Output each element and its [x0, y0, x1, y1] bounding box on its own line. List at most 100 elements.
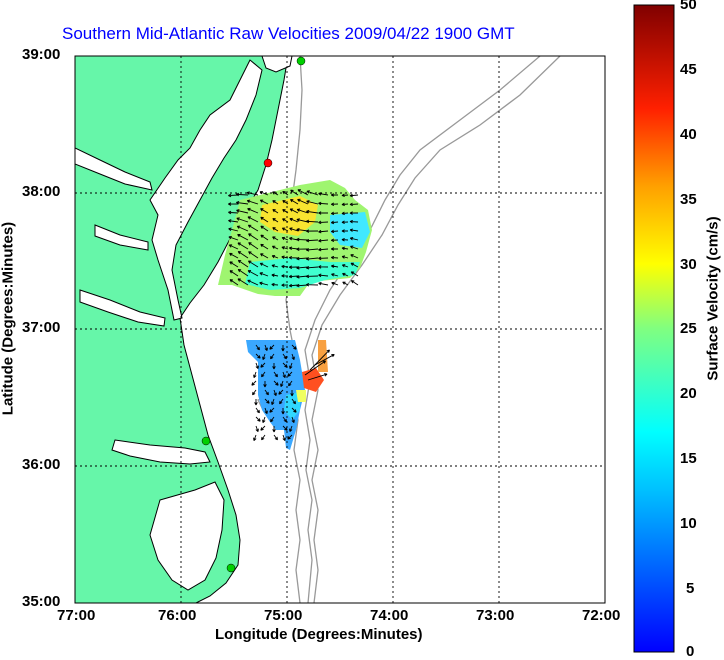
velocity-arrow: [251, 380, 257, 386]
velocity-arrow: [228, 227, 239, 232]
velocity-arrow: [318, 201, 329, 206]
velocity-arrow: [330, 229, 339, 234]
velocity-arrow: [228, 235, 239, 241]
velocity-arrow: [272, 425, 276, 433]
velocity-arrow: [271, 398, 275, 405]
velocity-arrow: [264, 389, 269, 396]
velocity-arrow: [260, 362, 266, 368]
plot-frame: [74, 55, 606, 604]
velocity-arrow: [247, 224, 259, 232]
bathymetry-contour-deep: [311, 56, 561, 603]
map-title: Southern Mid-Atlantic Raw Velocities 200…: [62, 24, 515, 43]
station-marker: [226, 563, 236, 573]
velocity-arrow: [228, 244, 239, 250]
velocity-arrow: [330, 255, 339, 260]
velocity-arrow: [260, 243, 269, 250]
velocity-arrow: [281, 227, 289, 232]
y-tick: 38:00: [22, 183, 61, 200]
velocity-arrow: [289, 227, 299, 232]
velocity-arrow: [306, 190, 319, 196]
velocity-arrow: [342, 272, 349, 277]
velocity-arrow: [236, 217, 249, 223]
velocity-arrow: [318, 229, 329, 234]
velocity-arrow: [318, 265, 329, 269]
velocity-arrow: [291, 353, 295, 360]
station-marker: [296, 56, 306, 66]
velocity-arrow: [306, 265, 319, 270]
velocity-arrow: [296, 266, 309, 270]
velocity-arrow: [264, 407, 268, 414]
colorbar: [633, 4, 675, 653]
velocity-arrow: [314, 354, 335, 366]
velocity-arrow: [288, 380, 293, 387]
velocity-arrow: [259, 272, 269, 277]
velocity-arrow: [255, 362, 259, 369]
colorbar-tick: 5: [686, 580, 695, 597]
velocity-arrow: [331, 264, 339, 268]
velocity-arrow: [281, 344, 285, 352]
velocity-arrow: [341, 220, 349, 224]
velocity-arrow: [330, 247, 339, 251]
velocity-arrow: [247, 260, 259, 268]
velocity-arrow: [281, 246, 289, 250]
colorbar-tick: 20: [680, 385, 697, 402]
velocity-arrow: [331, 281, 339, 286]
velocity-arrow: [341, 193, 349, 198]
colorbar-label: Surface Velocity (cm/s): [704, 216, 722, 381]
velocity-arrow: [247, 207, 259, 214]
velocity-arrow: [290, 199, 299, 205]
velocity-arrow: [306, 238, 319, 243]
velocity-arrow: [253, 371, 257, 378]
x-axis-label: Longitude (Degrees:Minutes): [215, 626, 423, 643]
velocity-arrow: [255, 344, 260, 351]
velocity-arrow: [306, 209, 319, 214]
velocity-arrow: [247, 279, 259, 286]
velocity-arrow: [350, 271, 359, 277]
velocity-arrow: [341, 255, 349, 259]
velocity-arrow: [228, 202, 239, 206]
velocity-arrow: [291, 344, 297, 350]
velocity-arrow: [288, 255, 299, 260]
velocity-arrow: [280, 380, 284, 387]
velocity-arrow: [246, 191, 259, 196]
velocity-arrow: [228, 210, 239, 215]
velocity-arrow: [269, 344, 275, 350]
colorbar-tick: 50: [680, 0, 697, 13]
velocity-arrow: [297, 189, 309, 196]
velocity-arrow: [236, 200, 249, 205]
velocity-arrow: [260, 234, 269, 241]
velocity-arrow: [254, 398, 258, 406]
colorbar-tick: 45: [680, 61, 697, 78]
velocity-arrow: [262, 416, 266, 423]
velocity-arrow: [341, 246, 349, 251]
velocity-arrow: [237, 242, 249, 250]
colorbar-tick: 0: [686, 643, 695, 660]
velocity-arrow: [272, 200, 279, 205]
velocity-vectors: [228, 189, 359, 441]
velocity-arrow: [259, 281, 269, 286]
albemarle-sound: [111, 439, 211, 465]
velocity-arrow: [246, 199, 259, 205]
colorbar-tick: 40: [680, 126, 697, 143]
velocity-arrow: [289, 217, 299, 223]
velocity-arrow: [296, 208, 309, 214]
velocity-arrow: [282, 199, 289, 205]
velocity-arrow: [229, 261, 239, 268]
velocity-arrow: [229, 252, 239, 259]
velocity-arrow: [288, 265, 299, 269]
potomac-river: [75, 147, 153, 191]
velocity-arrow: [282, 371, 286, 378]
velocity-arrow: [289, 208, 299, 214]
land-mass: [75, 56, 289, 603]
station-marker: [201, 436, 211, 446]
velocity-arrow: [271, 273, 279, 278]
velocity-arrow: [330, 220, 339, 225]
velocity-arrow: [330, 238, 339, 242]
velocity-arrow: [291, 416, 295, 423]
x-tick: 73:00: [476, 607, 515, 624]
velocity-arrow: [273, 371, 278, 378]
velocity-arrow: [290, 189, 299, 196]
velocity-arrow: [349, 219, 359, 224]
y-tick: 37:00: [22, 319, 61, 336]
velocity-arrow: [282, 434, 286, 441]
